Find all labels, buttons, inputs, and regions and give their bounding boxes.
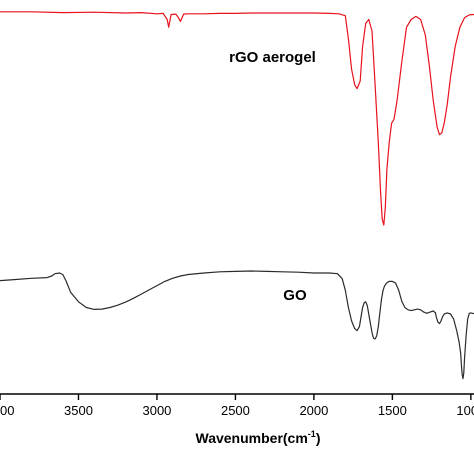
x-axis-title-main: Wavenumber(cm xyxy=(196,430,308,446)
x-tick-label: 4000 xyxy=(0,403,14,418)
series-label-rgo-aerogel: rGO aerogel xyxy=(229,49,316,66)
x-tick-label: 1000 xyxy=(456,403,474,418)
plot-area xyxy=(0,11,474,380)
x-tick-label: 1500 xyxy=(378,403,407,418)
series-label-go: GO xyxy=(283,287,307,304)
x-ticks: 4000 3500 3000 2500 2000 1500 1000 xyxy=(0,394,474,418)
x-tick-label: 3500 xyxy=(64,403,93,418)
series-line-rgo-aerogel xyxy=(0,11,474,226)
x-tick-label: 2000 xyxy=(299,403,328,418)
x-axis-title-superscript: -1 xyxy=(308,429,316,439)
x-tick-label: 3000 xyxy=(142,403,171,418)
series-line-go xyxy=(0,270,474,380)
x-axis: 4000 3500 3000 2500 2000 1500 1000 xyxy=(0,393,474,418)
x-axis-title-suffix: ) xyxy=(316,430,321,446)
x-tick-label: 2500 xyxy=(221,403,250,418)
x-axis-title: Wavenumber(cm-1) xyxy=(196,429,321,446)
